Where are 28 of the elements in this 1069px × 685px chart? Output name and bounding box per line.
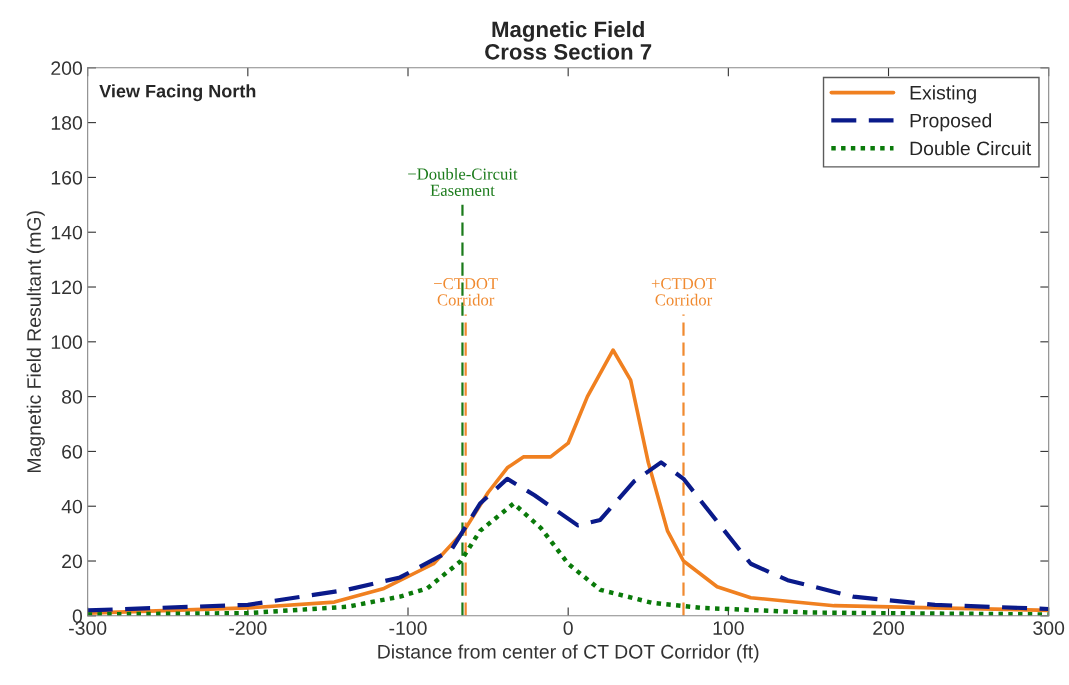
y-tick-label: 100: [51, 335, 83, 350]
y-tick-label: 120: [51, 280, 83, 295]
ref-line-label: −CTDOT Corridor: [434, 278, 498, 306]
ref-line-label: +CTDOT Corridor: [651, 278, 716, 306]
y-tick-label: 140: [51, 225, 83, 240]
line-series: [87, 460, 1049, 613]
x-tick-label: 200: [873, 621, 904, 635]
x-tick-label: -300: [69, 621, 107, 635]
y-tick-label: 20: [62, 554, 83, 569]
legend-label: Existing: [910, 85, 976, 104]
legend-label: Proposed: [910, 113, 992, 132]
ref-line-label: −Double-Circuit Easement: [408, 167, 518, 196]
annotation: View Facing North: [99, 84, 256, 102]
y-tick-label: 60: [62, 444, 83, 459]
y-axis-title: Magnetic Field Resultant (mG): [26, 211, 45, 473]
x-axis-title: Distance from center of CT DOT Corridor (ft): [378, 644, 759, 663]
y-tick-label: 200: [51, 61, 83, 76]
legend-label: Double Circuit: [910, 141, 1032, 156]
y-tick-label: 80: [62, 390, 83, 404]
chart-title: Magnetic Field Cross Section 7: [485, 20, 652, 60]
x-tick-label: 100: [713, 621, 744, 635]
x-tick-label: 300: [1033, 621, 1065, 635]
x-tick-label: -200: [229, 621, 267, 635]
x-tick-label: -100: [389, 621, 427, 635]
y-tick-label: 40: [61, 499, 83, 514]
y-tick-label: 160: [51, 170, 83, 185]
x-tick-label: 0: [563, 621, 573, 635]
y-tick-label: 180: [51, 116, 83, 130]
